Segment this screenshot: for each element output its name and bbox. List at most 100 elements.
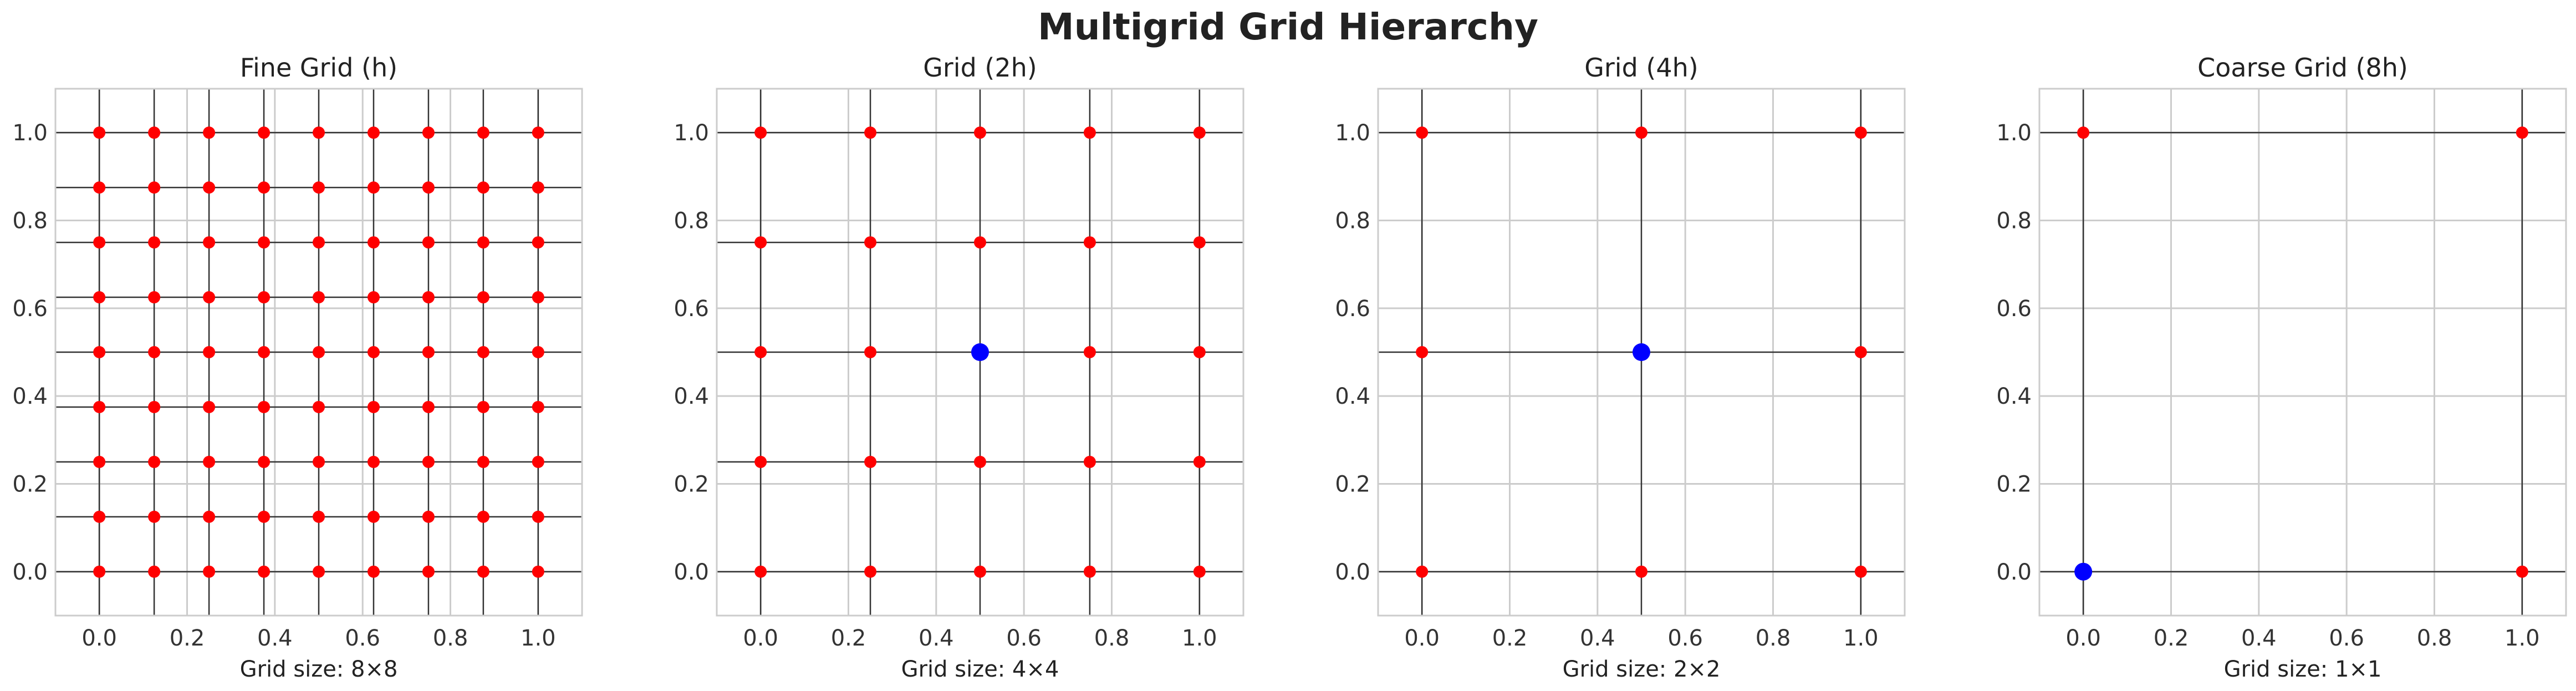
grid-point	[258, 346, 271, 358]
y-tick-label: 0.0	[1335, 560, 1370, 585]
x-tick-label: 0.8	[2417, 626, 2452, 651]
x-tick-label: 0.4	[2241, 626, 2277, 651]
grid-point	[93, 236, 106, 249]
grid-point	[313, 565, 325, 578]
grid-point	[422, 400, 435, 413]
y-tick-label: 0.2	[1335, 472, 1370, 497]
grid-point	[1193, 126, 1206, 139]
grid-point	[477, 565, 489, 578]
grid-point	[422, 455, 435, 468]
grid-point	[258, 455, 271, 468]
grid-point	[1416, 126, 1429, 139]
grid-point	[2516, 126, 2528, 139]
grid-point	[148, 455, 161, 468]
x-tick-label: 1.0	[2504, 626, 2540, 651]
grid-point	[532, 181, 544, 194]
grid-point	[477, 291, 489, 304]
grid-point	[477, 346, 489, 358]
grid-point	[148, 565, 161, 578]
grid-point	[148, 510, 161, 523]
y-tick-label: 0.0	[674, 560, 709, 585]
axes-frame	[54, 88, 583, 617]
grid-point	[367, 565, 380, 578]
grid-point	[367, 181, 380, 194]
x-axis-label: Grid size: 2×2	[1563, 657, 1721, 682]
y-tick-label: 0.6	[12, 296, 48, 322]
x-tick-label: 0.2	[170, 626, 205, 651]
grid-point	[313, 455, 325, 468]
x-tick-label: 0.0	[2065, 626, 2101, 651]
grid-point	[1854, 565, 1867, 578]
subplot-3: 0.0 0.2 0.4 0.6 0.8 1.0 0.0 0.2 0.4 0.6 0.8 1.0 Grid…	[1335, 53, 1906, 682]
grid-point	[1416, 565, 1429, 578]
grid-point	[313, 400, 325, 413]
grid-point	[203, 236, 216, 249]
grid-point	[148, 126, 161, 139]
grid-point	[754, 126, 767, 139]
x-tick-label: 0.0	[1404, 626, 1440, 651]
axes-frame	[2038, 88, 2567, 617]
grid-point	[477, 126, 489, 139]
figure-title: Multigrid Grid Hierarchy	[1037, 6, 1539, 48]
x-tick-label: 0.6	[345, 626, 380, 651]
grid-point	[148, 236, 161, 249]
grid-point	[532, 510, 544, 523]
x-axis-label: Grid size: 4×4	[901, 657, 1059, 682]
x-tick-label: 0.4	[1580, 626, 1615, 651]
x-tick-label: 0.6	[1667, 626, 1703, 651]
grid-point	[422, 236, 435, 249]
grid-point	[367, 346, 380, 358]
grid-point	[313, 510, 325, 523]
grid-point	[1854, 126, 1867, 139]
grid-point	[258, 181, 271, 194]
grid-point	[1416, 346, 1429, 358]
grid-point	[313, 291, 325, 304]
y-tick-label: 0.6	[674, 296, 709, 322]
grid-point	[1083, 236, 1096, 249]
y-tick-label: 1.0	[1996, 120, 2032, 146]
coarse-point	[2074, 562, 2093, 581]
subplot-title: Grid (2h)	[923, 53, 1037, 83]
subplot-1: 0.0 0.2 0.4 0.6 0.8 1.0 0.0 0.2 0.4 0.6 0.8 1.0 Fine…	[12, 53, 583, 682]
x-tick-label: 0.2	[2154, 626, 2189, 651]
grid-point	[367, 400, 380, 413]
grid-point	[864, 126, 877, 139]
grid-point	[258, 291, 271, 304]
grid-point	[422, 565, 435, 578]
grid-point	[754, 565, 767, 578]
y-tick-label: 0.2	[1996, 472, 2032, 497]
grid-point	[1193, 346, 1206, 358]
subplot-2: 0.0 0.2 0.4 0.6 0.8 1.0 0.0 0.2 0.4 0.6 0.8 1.0 Grid…	[674, 53, 1244, 682]
grid-point	[148, 400, 161, 413]
grid-point	[1193, 565, 1206, 578]
x-tick-label: 0.4	[919, 626, 954, 651]
y-tick-label: 0.4	[1335, 384, 1370, 409]
grid-point	[532, 346, 544, 358]
grid-point	[754, 236, 767, 249]
grid-point	[864, 565, 877, 578]
grid-point	[203, 400, 216, 413]
grid-point	[422, 291, 435, 304]
grid-point	[532, 400, 544, 413]
grid-point	[148, 181, 161, 194]
grid-point	[93, 565, 106, 578]
grid-point	[203, 346, 216, 358]
y-tick-label: 0.6	[1335, 296, 1370, 322]
coarse-point	[971, 343, 989, 361]
x-tick-label: 0.8	[1756, 626, 1791, 651]
grid-point	[203, 181, 216, 194]
grid-point	[974, 455, 986, 468]
grid-point	[93, 291, 106, 304]
x-tick-label: 0.8	[433, 626, 468, 651]
grid-point	[367, 236, 380, 249]
grid-point	[477, 181, 489, 194]
grid-point	[1635, 565, 1647, 578]
x-tick-label: 0.0	[81, 626, 117, 651]
y-tick-label: 0.4	[12, 384, 48, 409]
grid-point	[1193, 236, 1206, 249]
grid-point	[477, 510, 489, 523]
y-tick-label: 0.8	[1996, 209, 2032, 234]
grid-point	[477, 455, 489, 468]
y-tick-label: 1.0	[674, 120, 709, 146]
grid-point	[477, 400, 489, 413]
